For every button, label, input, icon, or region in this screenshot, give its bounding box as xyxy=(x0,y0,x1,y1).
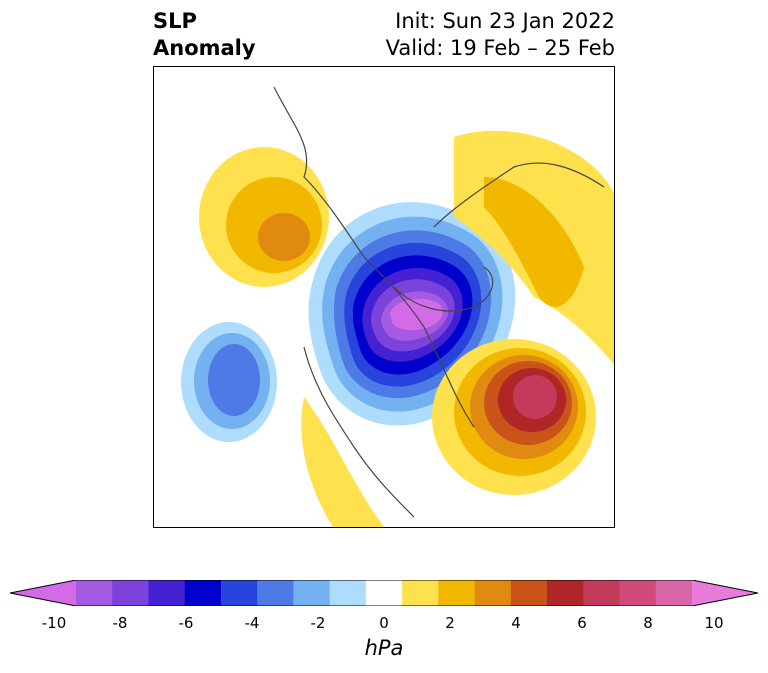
colorbar-segment xyxy=(112,580,149,606)
colorbar-segment xyxy=(220,580,258,606)
colorbar-tick-label: -4 xyxy=(244,614,260,632)
colorbar-tick-label: 10 xyxy=(704,614,724,632)
north-atlantic-high xyxy=(432,339,596,495)
colorbar-tick-label: 0 xyxy=(379,614,389,632)
init-date: Init: Sun 23 Jan 2022 xyxy=(395,9,615,33)
north-pacific-low xyxy=(181,322,277,442)
colorbar-tick-label: -10 xyxy=(41,614,67,632)
field-title: SLP Anomaly xyxy=(153,8,256,62)
field-title-line2: Anomaly xyxy=(153,36,256,60)
eurasia-high xyxy=(454,130,614,365)
colorbar-segment xyxy=(619,580,657,606)
anomaly-map-svg xyxy=(181,86,614,527)
colorbar-segment xyxy=(76,580,113,606)
colorbar-segment xyxy=(293,580,331,606)
colorbar-tick-label: 2 xyxy=(445,614,455,632)
colorbar-segment xyxy=(148,580,186,606)
colorbar-tick-label: 4 xyxy=(511,614,521,632)
colorbar-segment xyxy=(402,580,439,606)
colorbar-tick-label: -2 xyxy=(310,614,326,632)
colorbar-extend-high xyxy=(692,580,758,606)
colorbar-segment xyxy=(365,580,403,606)
anomaly-map xyxy=(153,66,615,528)
colorbar-segment xyxy=(438,580,476,606)
colorbar-tick-label: 6 xyxy=(577,614,587,632)
colorbar-tick-label: -8 xyxy=(112,614,128,632)
colorbar-segment xyxy=(329,580,367,606)
coastlines xyxy=(273,86,605,518)
colorbar-tick-label: 8 xyxy=(643,614,653,632)
colorbar-segment xyxy=(547,580,584,606)
colorbar-extend-low xyxy=(10,580,76,606)
colorbar-segment xyxy=(583,580,621,606)
field-title-line1: SLP xyxy=(153,9,197,33)
colorbar-segment xyxy=(655,580,693,606)
colorbar-segment xyxy=(510,580,548,606)
colorbar-segment xyxy=(474,580,512,606)
north-america-high xyxy=(301,397,384,527)
siberia-high xyxy=(199,147,329,287)
colorbar xyxy=(10,580,758,606)
date-info: Init: Sun 23 Jan 2022 Valid: 19 Feb – 25… xyxy=(386,8,615,62)
colorbar-tick-label: -6 xyxy=(178,614,194,632)
colorbar-segment xyxy=(184,580,222,606)
valid-range: Valid: 19 Feb – 25 Feb xyxy=(385,36,615,60)
colorbar-segments xyxy=(10,580,758,606)
colorbar-segment xyxy=(257,580,294,606)
colorbar-unit: hPa xyxy=(364,636,404,660)
